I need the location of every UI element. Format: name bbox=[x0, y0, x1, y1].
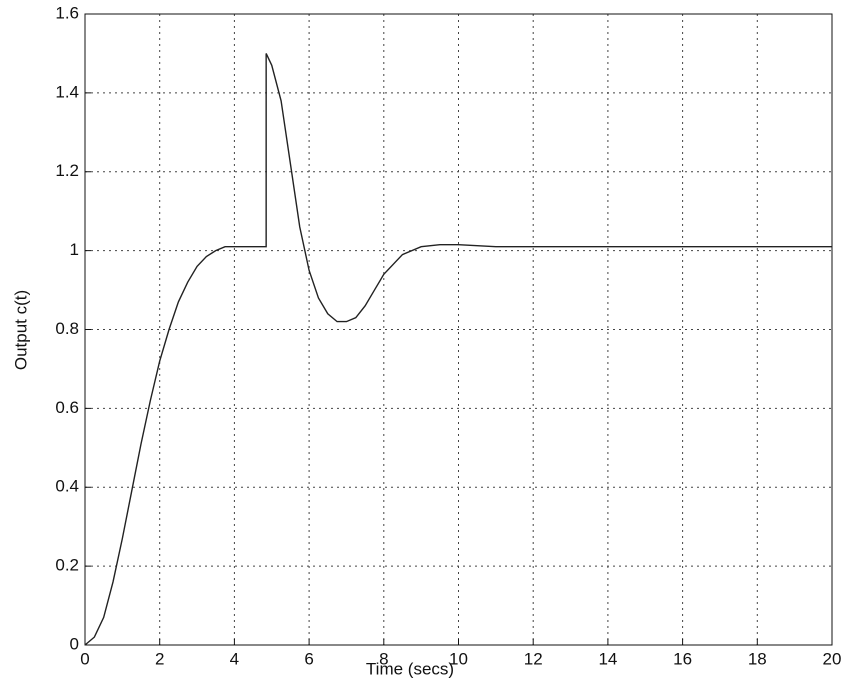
data-line bbox=[84, 53, 832, 646]
x-axis-label: Time (secs) bbox=[366, 659, 454, 678]
x-tick-label: 20 bbox=[823, 649, 842, 668]
x-tick-label: 16 bbox=[673, 649, 692, 668]
x-tick-label: 4 bbox=[230, 649, 239, 668]
y-tick-label: 1.4 bbox=[55, 82, 79, 101]
plot-frame bbox=[84, 13, 833, 646]
y-tick-label: 0.4 bbox=[55, 477, 79, 496]
y-tick-label: 0.6 bbox=[55, 398, 79, 417]
x-tick-label: 2 bbox=[155, 649, 164, 668]
y-tick-label: 1 bbox=[70, 240, 79, 259]
y-tick-label: 0.8 bbox=[55, 319, 79, 338]
x-tick-label: 8 bbox=[379, 649, 388, 668]
y-tick-label: 0 bbox=[70, 634, 79, 653]
x-tick-label: 6 bbox=[304, 649, 313, 668]
y-tick-label: 0.2 bbox=[55, 556, 79, 575]
y-tick-label: 1.6 bbox=[55, 3, 79, 22]
x-tick-label: 18 bbox=[748, 649, 767, 668]
x-tick-label: 12 bbox=[524, 649, 543, 668]
x-tick-label: 0 bbox=[80, 649, 89, 668]
x-tick-label: 10 bbox=[449, 649, 468, 668]
x-tick-label: 14 bbox=[598, 649, 617, 668]
y-tick-label: 1.2 bbox=[55, 161, 79, 180]
y-axis-label: Output c(t) bbox=[11, 290, 30, 370]
